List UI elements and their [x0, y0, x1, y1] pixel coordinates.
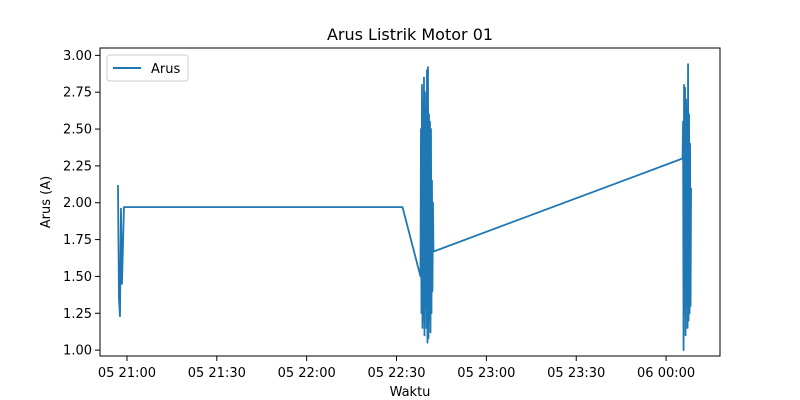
- y-tick-label: 2.50: [63, 123, 92, 138]
- x-tick-label: 05 22:30: [367, 366, 425, 381]
- plot-frame: [99, 47, 721, 357]
- x-tick-label: 06 00:00: [637, 366, 695, 381]
- x-axis-label: Waktu: [390, 385, 431, 400]
- x-tick-label: 05 21:00: [98, 366, 156, 381]
- x-axis: 05 21:00 05 21:30 05 22:00 05 22:30 05 23:00…: [98, 356, 695, 381]
- x-tick-label: 05 23:00: [457, 366, 515, 381]
- plot-area: [100, 48, 720, 356]
- y-tick-label: 2.25: [63, 159, 92, 174]
- data-layer: [117, 63, 692, 352]
- y-tick-label: 1.00: [63, 344, 92, 359]
- series-line-0: [117, 63, 692, 352]
- chart-title: Arus Listrik Motor 01: [327, 25, 493, 44]
- y-tick-label: 1.50: [63, 270, 92, 285]
- y-axis: 1.00 1.25 1.50 1.75 2.00 2.25 2.50 2.75 3.00: [63, 49, 100, 359]
- legend: Arus: [106, 54, 189, 82]
- x-tick-label: 05 21:30: [188, 366, 246, 381]
- y-axis-label: Arus (A): [39, 176, 54, 228]
- x-tick-label: 05 22:00: [278, 366, 336, 381]
- x-tick-label: 05 23:30: [547, 366, 605, 381]
- y-tick-label: 2.00: [63, 196, 92, 211]
- y-tick-label: 3.00: [63, 49, 92, 64]
- legend-label: Arus: [151, 62, 180, 77]
- y-tick-label: 1.25: [63, 307, 92, 322]
- legend-box: [106, 54, 189, 82]
- y-tick-label: 2.75: [63, 86, 92, 101]
- y-tick-label: 1.75: [63, 233, 92, 248]
